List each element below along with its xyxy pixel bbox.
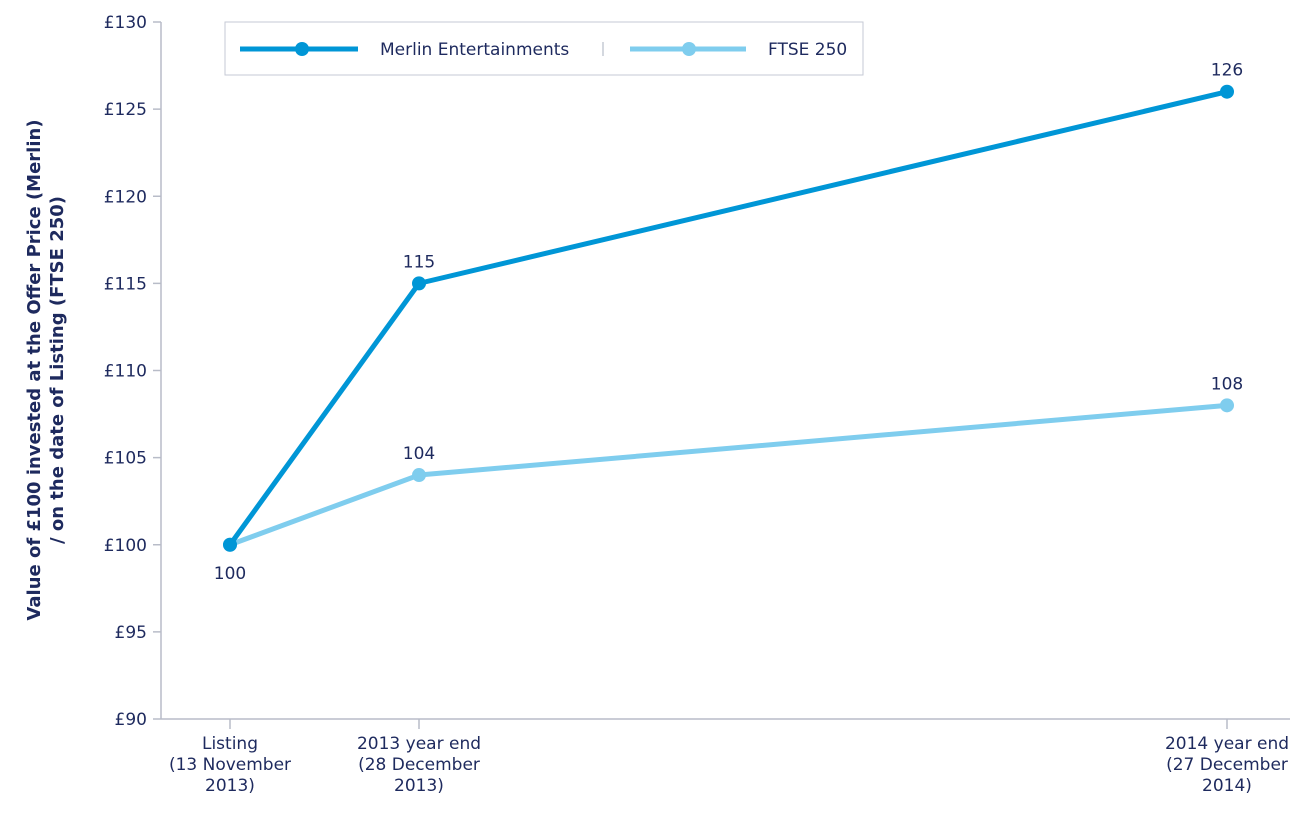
x-tick-label-line: Listing bbox=[202, 734, 258, 754]
y-axis-title-line: / on the date of Listing (FTSE 250) bbox=[47, 196, 68, 544]
legend-marker-merlin bbox=[295, 42, 309, 56]
y-tick-label: £105 bbox=[104, 449, 147, 469]
axes: £90 £95 £100 £105 £110 £115 £120 £125 £130 Listin… bbox=[104, 13, 1290, 796]
data-point bbox=[1220, 398, 1234, 413]
data-point bbox=[1220, 84, 1234, 99]
y-tick-label: £120 bbox=[104, 187, 147, 207]
x-tick-label-line: (28 December bbox=[358, 755, 480, 775]
y-tick-label: £95 bbox=[115, 623, 147, 643]
x-tick-label-line: 2014) bbox=[1202, 776, 1252, 796]
x-tick-label: 2014 year end (27 December 2014) bbox=[1165, 734, 1289, 796]
data-label: 115 bbox=[403, 252, 435, 272]
data-point bbox=[223, 537, 237, 552]
y-tick-label: £130 bbox=[104, 13, 147, 33]
y-tick-label: £90 bbox=[115, 710, 147, 730]
legend-label-ftse250: FTSE 250 bbox=[768, 40, 847, 60]
data-label: 108 bbox=[1211, 374, 1243, 394]
y-axis-title-line: Value of £100 invested at the Offer Pric… bbox=[24, 119, 45, 620]
data-point bbox=[412, 276, 426, 291]
legend-label-merlin: Merlin Entertainments bbox=[380, 40, 569, 60]
series-line-merlin bbox=[227, 89, 1228, 547]
y-tick-label: £110 bbox=[104, 362, 147, 382]
x-tick-label: Listing (13 November 2013) bbox=[169, 734, 291, 796]
x-tick-label-line: 2014 year end bbox=[1165, 734, 1289, 754]
x-tick-label-line: (27 December bbox=[1166, 755, 1288, 775]
data-label: 126 bbox=[1211, 61, 1243, 81]
y-tick-label: £125 bbox=[104, 100, 147, 120]
series-line-ftse250 bbox=[229, 402, 1228, 548]
x-tick-label-line: 2013) bbox=[205, 776, 255, 796]
data-label: 100 bbox=[214, 564, 246, 584]
legend: Merlin Entertainments FTSE 250 bbox=[224, 21, 864, 76]
y-tick-label: £100 bbox=[104, 536, 147, 556]
y-tick-label: £115 bbox=[104, 274, 147, 294]
data-point bbox=[412, 468, 426, 483]
x-tick-label-line: 2013) bbox=[394, 776, 444, 796]
y-axis-label: Value of £100 invested at the Offer Pric… bbox=[24, 119, 68, 620]
x-tick-label: 2013 year end (28 December 2013) bbox=[357, 734, 481, 796]
x-tick-label-line: (13 November bbox=[169, 755, 291, 775]
data-label: 104 bbox=[403, 444, 435, 464]
y-axis-title: Value of £100 invested at the Offer Pric… bbox=[24, 119, 68, 620]
series-group: 100 115 126 104 108 bbox=[214, 61, 1243, 584]
x-tick-label-line: 2013 year end bbox=[357, 734, 481, 754]
legend-marker-ftse250 bbox=[682, 42, 696, 56]
